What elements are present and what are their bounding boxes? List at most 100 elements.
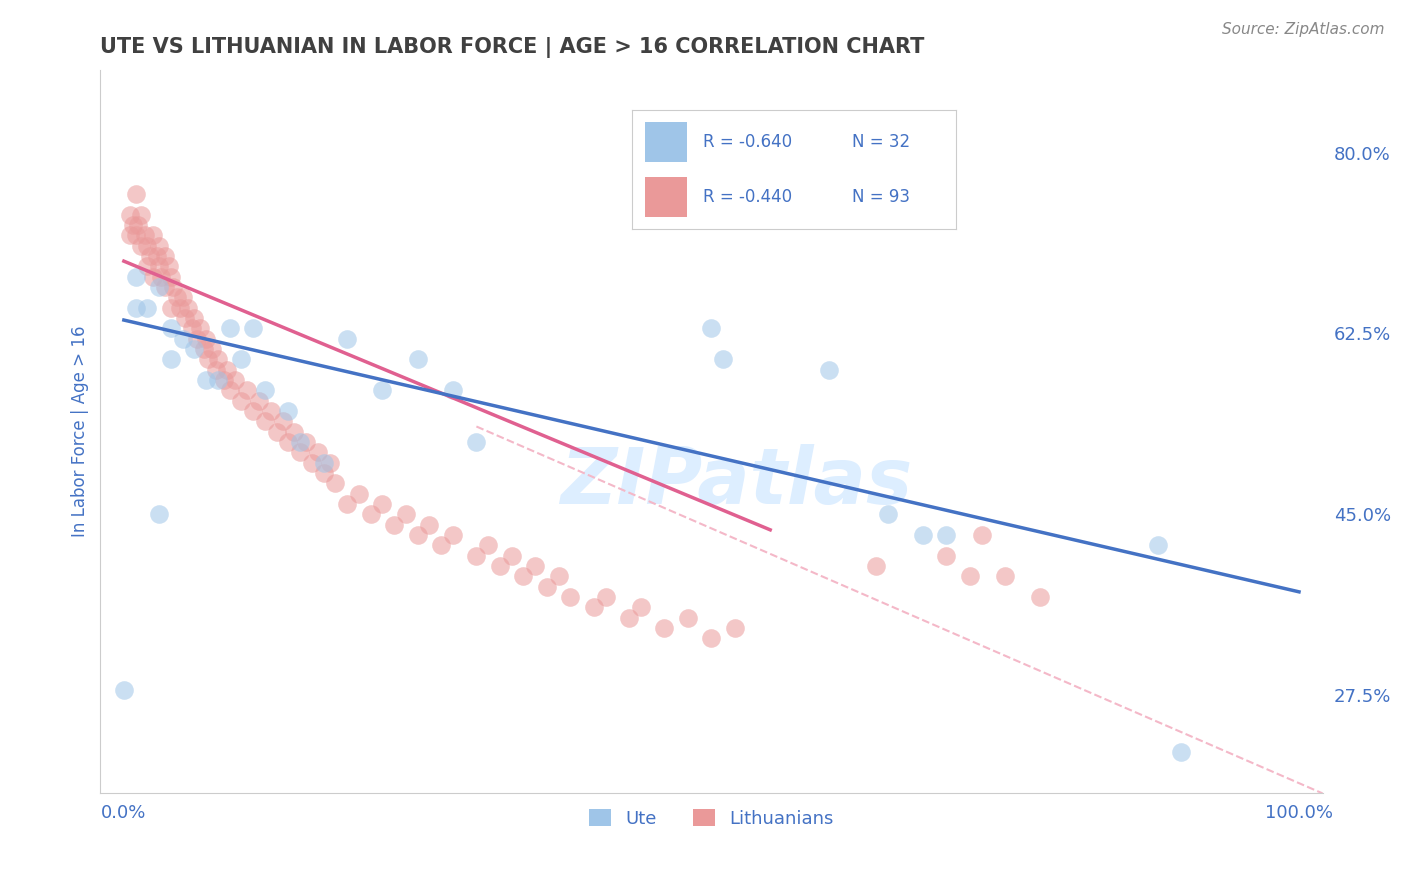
Ute [277,404,299,418]
Lithuanians [501,549,523,563]
Ute [1147,538,1170,552]
Lithuanians [153,249,176,263]
Lithuanians [142,228,165,243]
Lithuanians [277,435,299,450]
Ute [195,373,218,387]
Text: UTE VS LITHUANIAN IN LABOR FORCE | AGE > 16 CORRELATION CHART: UTE VS LITHUANIAN IN LABOR FORCE | AGE >… [100,37,925,58]
Lithuanians [536,580,558,594]
Lithuanians [131,238,153,252]
Lithuanians [217,362,239,376]
Ute [242,321,264,335]
Lithuanians [160,269,183,284]
Lithuanians [441,528,464,542]
Lithuanians [172,290,194,304]
Lithuanians [700,632,723,646]
Lithuanians [224,373,246,387]
Lithuanians [336,497,359,511]
Lithuanians [360,508,382,522]
Ute [336,332,359,346]
Lithuanians [630,600,652,615]
Lithuanians [654,621,676,635]
Lithuanians [242,404,264,418]
Lithuanians [247,393,270,408]
Ute [700,321,723,335]
Lithuanians [865,559,887,574]
Ute [172,332,194,346]
Lithuanians [295,435,318,450]
Lithuanians [477,538,499,552]
Lithuanians [547,569,569,583]
Lithuanians [138,249,160,263]
Ute [371,384,394,398]
Lithuanians [134,228,156,243]
Ute [312,456,335,470]
Ute [148,280,170,294]
Lithuanians [197,352,219,367]
Lithuanians [1029,590,1052,604]
Lithuanians [617,610,640,624]
Lithuanians [124,186,146,201]
Lithuanians [166,290,188,304]
Lithuanians [118,228,141,243]
Ute [288,435,311,450]
Ute [160,321,183,335]
Lithuanians [288,445,311,459]
Lithuanians [582,600,605,615]
Lithuanians [124,228,146,243]
Lithuanians [970,528,993,542]
Lithuanians [406,528,429,542]
Ute [1170,745,1192,759]
Text: ZIPatlas: ZIPatlas [560,444,912,520]
Lithuanians [318,456,340,470]
Lithuanians [201,342,224,356]
Lithuanians [183,310,205,325]
Lithuanians [157,260,180,274]
Ute [207,373,229,387]
Lithuanians [136,238,159,252]
Lithuanians [512,569,534,583]
Lithuanians [218,384,240,398]
Y-axis label: In Labor Force | Age > 16: In Labor Force | Age > 16 [72,326,89,537]
Lithuanians [195,332,218,346]
Lithuanians [382,517,405,532]
Lithuanians [724,621,747,635]
Lithuanians [489,559,512,574]
Ute [253,384,276,398]
Lithuanians [347,486,370,500]
Lithuanians [959,569,981,583]
Lithuanians [560,590,582,604]
Lithuanians [418,517,440,532]
Lithuanians [236,384,259,398]
Lithuanians [186,332,208,346]
Lithuanians [127,218,149,232]
Ute [231,352,253,367]
Lithuanians [271,414,294,428]
Lithuanians [994,569,1017,583]
Ute [148,508,170,522]
Lithuanians [162,280,184,294]
Lithuanians [307,445,329,459]
Lithuanians [371,497,394,511]
Lithuanians [676,610,699,624]
Ute [876,508,898,522]
Text: Source: ZipAtlas.com: Source: ZipAtlas.com [1222,22,1385,37]
Lithuanians [524,559,547,574]
Lithuanians [204,362,226,376]
Lithuanians [188,321,211,335]
Lithuanians [231,393,253,408]
Lithuanians [142,269,165,284]
Lithuanians [260,404,283,418]
Lithuanians [150,269,173,284]
Lithuanians [312,466,335,480]
Lithuanians [266,425,288,439]
Lithuanians [174,310,197,325]
Lithuanians [935,549,957,563]
Lithuanians [595,590,617,604]
Lithuanians [160,301,183,315]
Lithuanians [301,456,323,470]
Lithuanians [212,373,235,387]
Ute [711,352,734,367]
Lithuanians [253,414,276,428]
Lithuanians [177,301,200,315]
Ute [124,269,146,284]
